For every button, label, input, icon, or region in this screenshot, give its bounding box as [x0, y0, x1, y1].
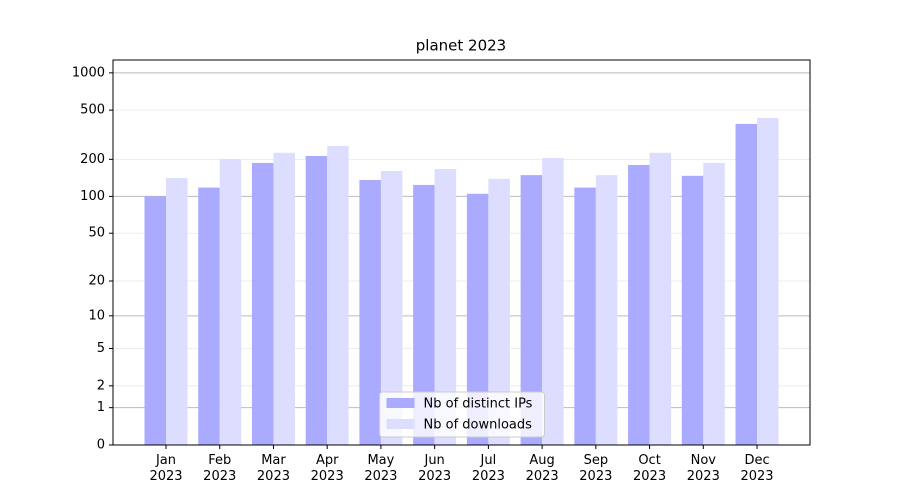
bar	[628, 164, 650, 445]
legend-box	[379, 391, 545, 438]
legend-label: Nb of distinct IPs	[424, 397, 533, 412]
y-tick-label: 200	[80, 152, 105, 167]
y-tick-label: 2	[97, 378, 105, 393]
bar	[305, 155, 328, 445]
x-tick-label: Oct 2023	[633, 453, 667, 484]
x-tick-label: Dec 2023	[740, 453, 774, 484]
bar	[757, 118, 779, 445]
x-tick-label: Aug 2023	[525, 453, 559, 484]
bar	[595, 175, 618, 445]
bar	[466, 193, 489, 445]
x-tick-label: Apr 2023	[310, 453, 344, 484]
bar	[520, 175, 543, 445]
x-tick-label: Nov 2023	[686, 453, 720, 484]
bar	[649, 152, 672, 446]
bar	[198, 187, 220, 445]
x-tick-label: Jun 2023	[418, 453, 452, 484]
y-tick-label: 500	[80, 103, 105, 118]
bar	[166, 178, 188, 446]
bar	[434, 169, 457, 445]
y-tick-label: 10	[88, 308, 105, 323]
y-tick-label: 5	[97, 341, 105, 356]
plot-frame	[112, 59, 811, 446]
x-tick-label: Mar 2023	[256, 453, 290, 484]
y-tick-label: 50	[88, 226, 105, 241]
x-tick-label: Jan 2023	[149, 453, 183, 484]
y-tick-label: 100	[80, 189, 105, 204]
y-tick-label: 20	[88, 274, 105, 289]
bar	[413, 184, 435, 445]
bar	[542, 158, 564, 445]
bar	[488, 178, 510, 446]
bar	[251, 162, 274, 445]
bar	[144, 196, 166, 445]
x-tick-label: Feb 2023	[203, 453, 237, 484]
bar	[703, 162, 725, 445]
y-tick-label: 1	[97, 400, 105, 415]
x-tick-label: Sep 2023	[579, 453, 613, 484]
bar	[735, 123, 758, 446]
legend-swatch	[386, 398, 415, 408]
legend-label: Nb of downloads	[424, 418, 533, 433]
x-tick-label: May 2023	[364, 453, 398, 484]
bar	[327, 145, 349, 445]
legend-swatch	[386, 419, 415, 429]
y-tick-label: 0	[97, 438, 105, 453]
bar	[574, 187, 596, 445]
bar	[219, 159, 242, 446]
bar	[681, 175, 704, 445]
bar	[380, 170, 403, 445]
bar	[273, 152, 295, 446]
bar	[359, 179, 381, 445]
chart-title: planet 2023	[416, 37, 506, 55]
x-tick-label: Jul 2023	[471, 453, 505, 484]
y-tick-label: 1000	[72, 65, 105, 80]
